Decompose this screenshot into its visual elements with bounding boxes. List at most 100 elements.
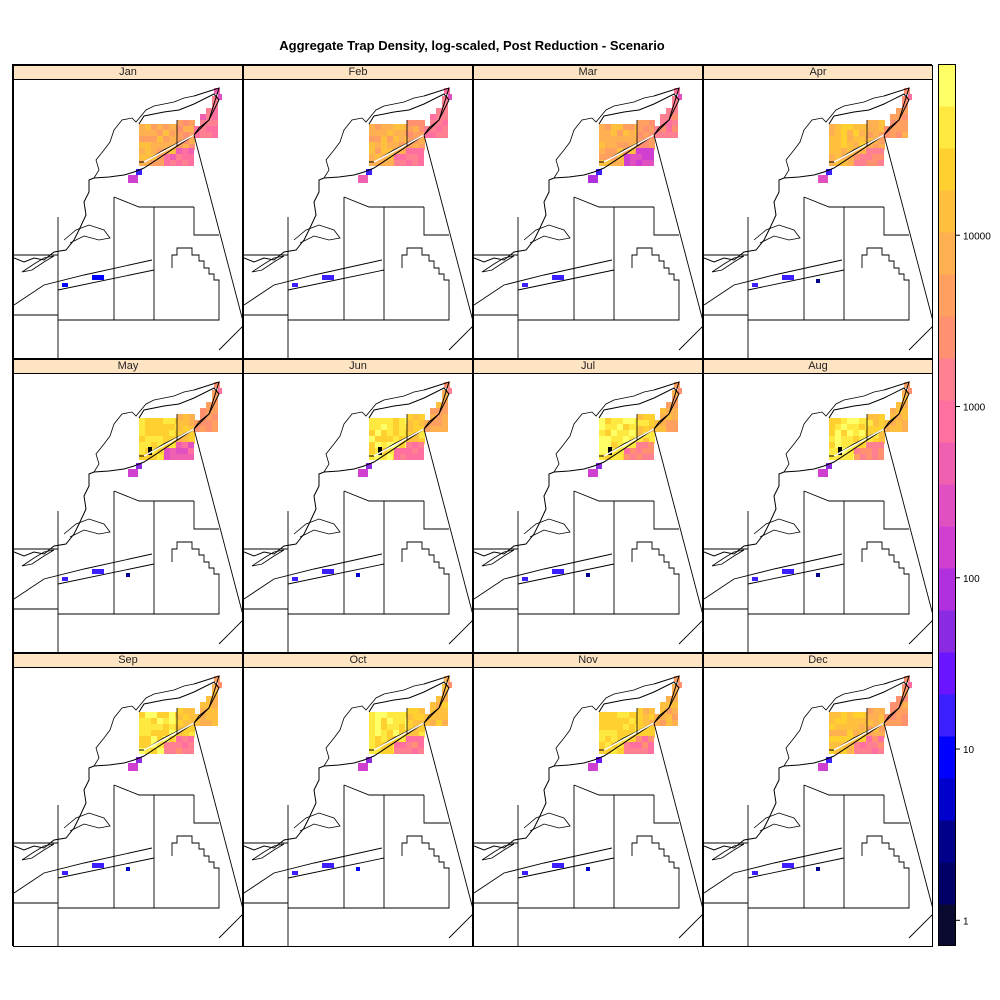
density-cell-coastal — [139, 448, 145, 454]
island-outline — [251, 549, 285, 567]
density-cell-east — [672, 120, 678, 126]
density-cell-east — [206, 708, 212, 714]
density-cell-coastal — [139, 418, 145, 424]
zone-boundary — [58, 835, 220, 909]
density-cell-interior — [177, 732, 183, 738]
density-cell-east — [666, 408, 672, 414]
density-cell-east — [672, 108, 678, 114]
density-cell-triangle — [358, 469, 368, 477]
density-cell-coastal — [393, 730, 399, 736]
density-cell-coastal — [157, 436, 163, 442]
density-cell-interior — [867, 720, 873, 726]
density-cell-coastal — [157, 136, 163, 142]
density-cell-band — [752, 871, 758, 875]
density-cell-east — [442, 96, 448, 102]
island-outline — [63, 518, 111, 538]
density-cell-coastal — [617, 442, 623, 448]
density-cell-coastal — [829, 136, 835, 142]
density-cell-south — [164, 742, 170, 748]
density-cell-east — [194, 420, 200, 426]
density-cell-coastal — [381, 148, 387, 154]
density-cell-coastal — [375, 436, 381, 442]
density-cell-coastal — [847, 748, 853, 754]
density-cell-corner — [904, 676, 910, 682]
color-key-band — [938, 778, 956, 821]
island-outline — [251, 255, 285, 273]
density-cell-coastal — [853, 424, 859, 430]
density-cell-east — [672, 390, 678, 396]
density-cell-east — [436, 426, 442, 432]
density-cell-coastal — [611, 124, 617, 130]
density-cell-coastal — [617, 424, 623, 430]
density-cell-south — [642, 148, 648, 154]
density-cell-coastal — [169, 418, 175, 424]
density-cell-coastal — [629, 130, 635, 136]
density-cell-south — [636, 160, 642, 166]
density-cell-coastal — [381, 454, 387, 460]
density-cell-coastal — [399, 442, 405, 448]
density-cell-coastal — [381, 736, 387, 742]
density-cell-coastal — [169, 724, 175, 730]
zone-boundary — [678, 326, 702, 351]
density-cell-coastal — [599, 418, 605, 424]
coastline-detail — [553, 389, 655, 473]
density-cell-coastal — [387, 436, 393, 442]
density-cell-coastal — [157, 130, 163, 136]
density-cell-interior — [419, 708, 425, 714]
density-cell-interior — [183, 708, 189, 714]
density-cell-coastal — [599, 712, 605, 718]
density-cell-interior — [407, 732, 413, 738]
density-cell-east — [902, 708, 908, 714]
density-cell-corner — [678, 94, 682, 100]
density-cell-interior — [177, 726, 183, 732]
density-cell-interior — [419, 144, 425, 150]
density-cell-coastal — [151, 454, 157, 460]
density-cell-interior — [419, 432, 425, 438]
density-cell-south — [642, 154, 648, 160]
shipping-lane — [57, 269, 155, 291]
density-cell-interior — [419, 132, 425, 138]
island-outline — [753, 224, 801, 244]
density-cell-interior — [413, 720, 419, 726]
density-cell-east — [442, 102, 448, 108]
density-cell-interior — [873, 126, 879, 132]
density-cell-south — [176, 160, 182, 166]
density-cell-south — [394, 154, 400, 160]
density-cell-interior — [637, 138, 643, 144]
density-cell-interior — [419, 726, 425, 732]
density-cell-coastal — [145, 748, 151, 754]
density-cell-interior — [649, 120, 655, 126]
density-cell-coastal — [375, 130, 381, 136]
density-cell-interior — [873, 144, 879, 150]
density-cell-east — [902, 420, 908, 426]
density-cell-south — [164, 748, 170, 754]
density-cell-interior — [419, 426, 425, 432]
density-cell-south — [648, 748, 654, 754]
density-cell-east — [896, 114, 902, 120]
density-cell-east — [902, 96, 908, 102]
panel-feb: Feb — [243, 65, 473, 359]
density-cell-coastal — [369, 436, 375, 442]
zone-boundary — [573, 196, 654, 208]
density-cell-east — [436, 114, 442, 120]
density-cell-east — [884, 420, 890, 426]
density-cell-south — [636, 736, 642, 742]
density-cell-coastal — [841, 160, 847, 166]
density-cell-interior — [873, 732, 879, 738]
density-cell-band — [522, 577, 528, 581]
density-cell-east — [902, 114, 908, 120]
density-cell-interior — [183, 144, 189, 150]
density-cell-coastal — [375, 136, 381, 142]
shipping-lane — [517, 857, 615, 879]
shipping-lane — [14, 847, 153, 894]
density-cell-coastal — [605, 148, 611, 154]
density-cell-south — [394, 448, 400, 454]
density-cell-east — [442, 396, 448, 402]
density-cell-coastal — [163, 124, 169, 130]
density-cell-east — [902, 108, 908, 114]
density-cell-coastal — [841, 730, 847, 736]
density-cell-east — [672, 720, 678, 726]
coastline — [704, 675, 910, 851]
density-cell-interior — [407, 132, 413, 138]
panel-oct: Oct — [243, 653, 473, 947]
